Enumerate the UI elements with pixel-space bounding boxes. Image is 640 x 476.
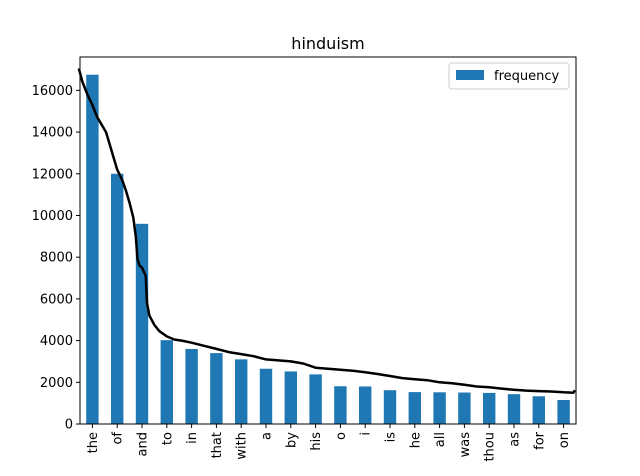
y-tick-label: 8000 (40, 251, 73, 266)
bar-is (383, 390, 397, 424)
legend-label: frequency (494, 69, 560, 84)
legend-swatch (456, 70, 484, 80)
x-tick-label: the (86, 432, 101, 453)
y-tick-label: 6000 (40, 292, 73, 307)
axes-group: 0 2000 4000 6000 8000 10000 12000 14000 16000 the… (32, 56, 577, 462)
x-tick-label: that (210, 432, 225, 458)
x-tick-label: of (111, 432, 126, 445)
y-tick-label: 0 (65, 418, 73, 433)
x-tick-label: o (334, 432, 349, 440)
y-tick-label: 12000 (32, 167, 73, 182)
x-tick-label: a (260, 432, 275, 440)
x-tick-label: in (185, 432, 200, 444)
bar-the (86, 74, 99, 425)
overlay-line (77, 68, 576, 394)
x-tick-label: and (136, 432, 151, 456)
x-tick-label: was (458, 432, 473, 458)
x-tick-label: he (408, 432, 423, 448)
x-tick-label: by (284, 432, 299, 448)
chart-title: hinduism (291, 34, 364, 53)
bar-to (160, 340, 173, 424)
x-tick-label: thou (483, 432, 498, 462)
x-tick-label: is (384, 432, 399, 443)
x-tick-label: to (160, 432, 175, 445)
bar-on (557, 400, 570, 424)
bar-his (309, 374, 322, 424)
bar-in (185, 348, 198, 424)
bar-was (458, 392, 471, 424)
x-tick-label: all (433, 432, 448, 447)
y-tick-label: 4000 (40, 334, 73, 349)
overlay-line-group (77, 68, 576, 394)
y-tick-label: 2000 (40, 376, 73, 391)
y-tick-label: 14000 (32, 126, 73, 141)
bar-for (532, 396, 545, 424)
bar-as (507, 394, 521, 424)
bar-with (235, 359, 248, 424)
bars-group (86, 74, 570, 425)
bar-i (359, 386, 372, 424)
legend-box (448, 62, 570, 90)
bar-a (259, 368, 273, 424)
x-tick-label: with (235, 432, 250, 460)
bar-all (433, 392, 446, 424)
bar-by (284, 371, 297, 424)
x-tick-label: on (557, 432, 572, 448)
bar-thou (483, 392, 496, 424)
x-tick-label: for (532, 431, 547, 450)
y-tick-label: 10000 (32, 209, 73, 224)
bar-that (210, 353, 223, 424)
legend: frequency (448, 62, 570, 90)
x-tick-label: i (359, 432, 374, 436)
bar-of (111, 173, 124, 424)
bar-he (408, 392, 421, 424)
bar-o (334, 386, 347, 424)
x-tick-label: his (309, 432, 324, 451)
y-tick-label: 16000 (32, 84, 73, 99)
plot-frame (79, 56, 577, 425)
x-tick-label: as (508, 432, 523, 447)
